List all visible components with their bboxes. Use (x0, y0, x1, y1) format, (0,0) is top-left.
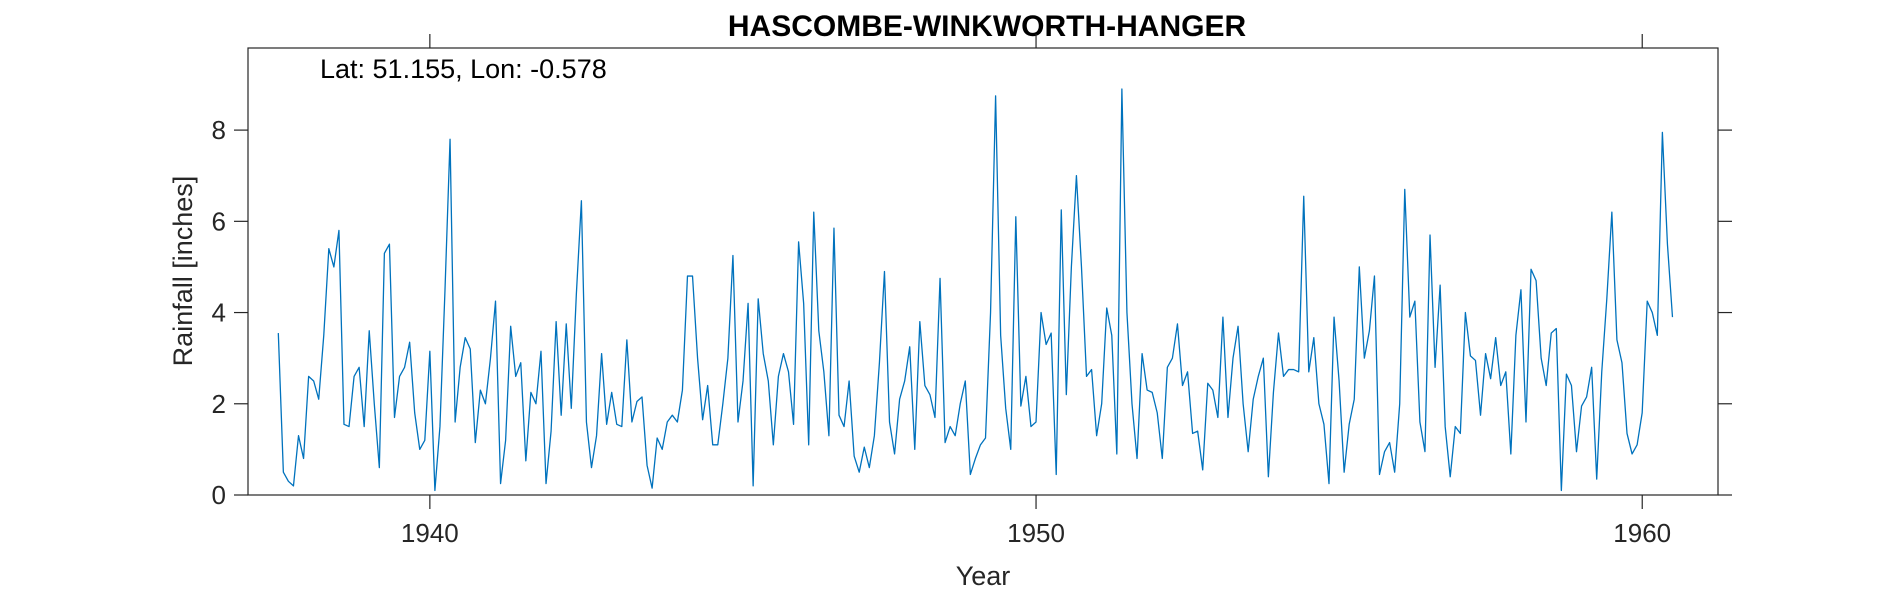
y-tick-label-4: 4 (212, 298, 226, 328)
chart-title: HASCOMBE-WINKWORTH-HANGER (728, 10, 1247, 43)
x-tick-label-1960: 1960 (1613, 518, 1671, 548)
axis-tick-labels: 1940 1950 1960 0 2 4 6 8 (212, 115, 1672, 548)
plot-area-frame (247, 47, 1719, 496)
x-axis-label: Year (956, 561, 1011, 591)
x-tick-label-1940: 1940 (401, 518, 459, 548)
rainfall-series-line (277, 88, 1674, 492)
location-annotation: Lat: 51.155, Lon: -0.578 (320, 54, 607, 84)
x-tick-label-1950: 1950 (1007, 518, 1065, 548)
y-tick-label-8: 8 (212, 115, 226, 145)
y-tick-label-2: 2 (212, 389, 226, 419)
axis-ticks (234, 34, 1732, 509)
y-axis-label: Rainfall [inches] (168, 176, 198, 367)
y-tick-label-0: 0 (212, 480, 226, 510)
y-tick-label-6: 6 (212, 206, 226, 236)
